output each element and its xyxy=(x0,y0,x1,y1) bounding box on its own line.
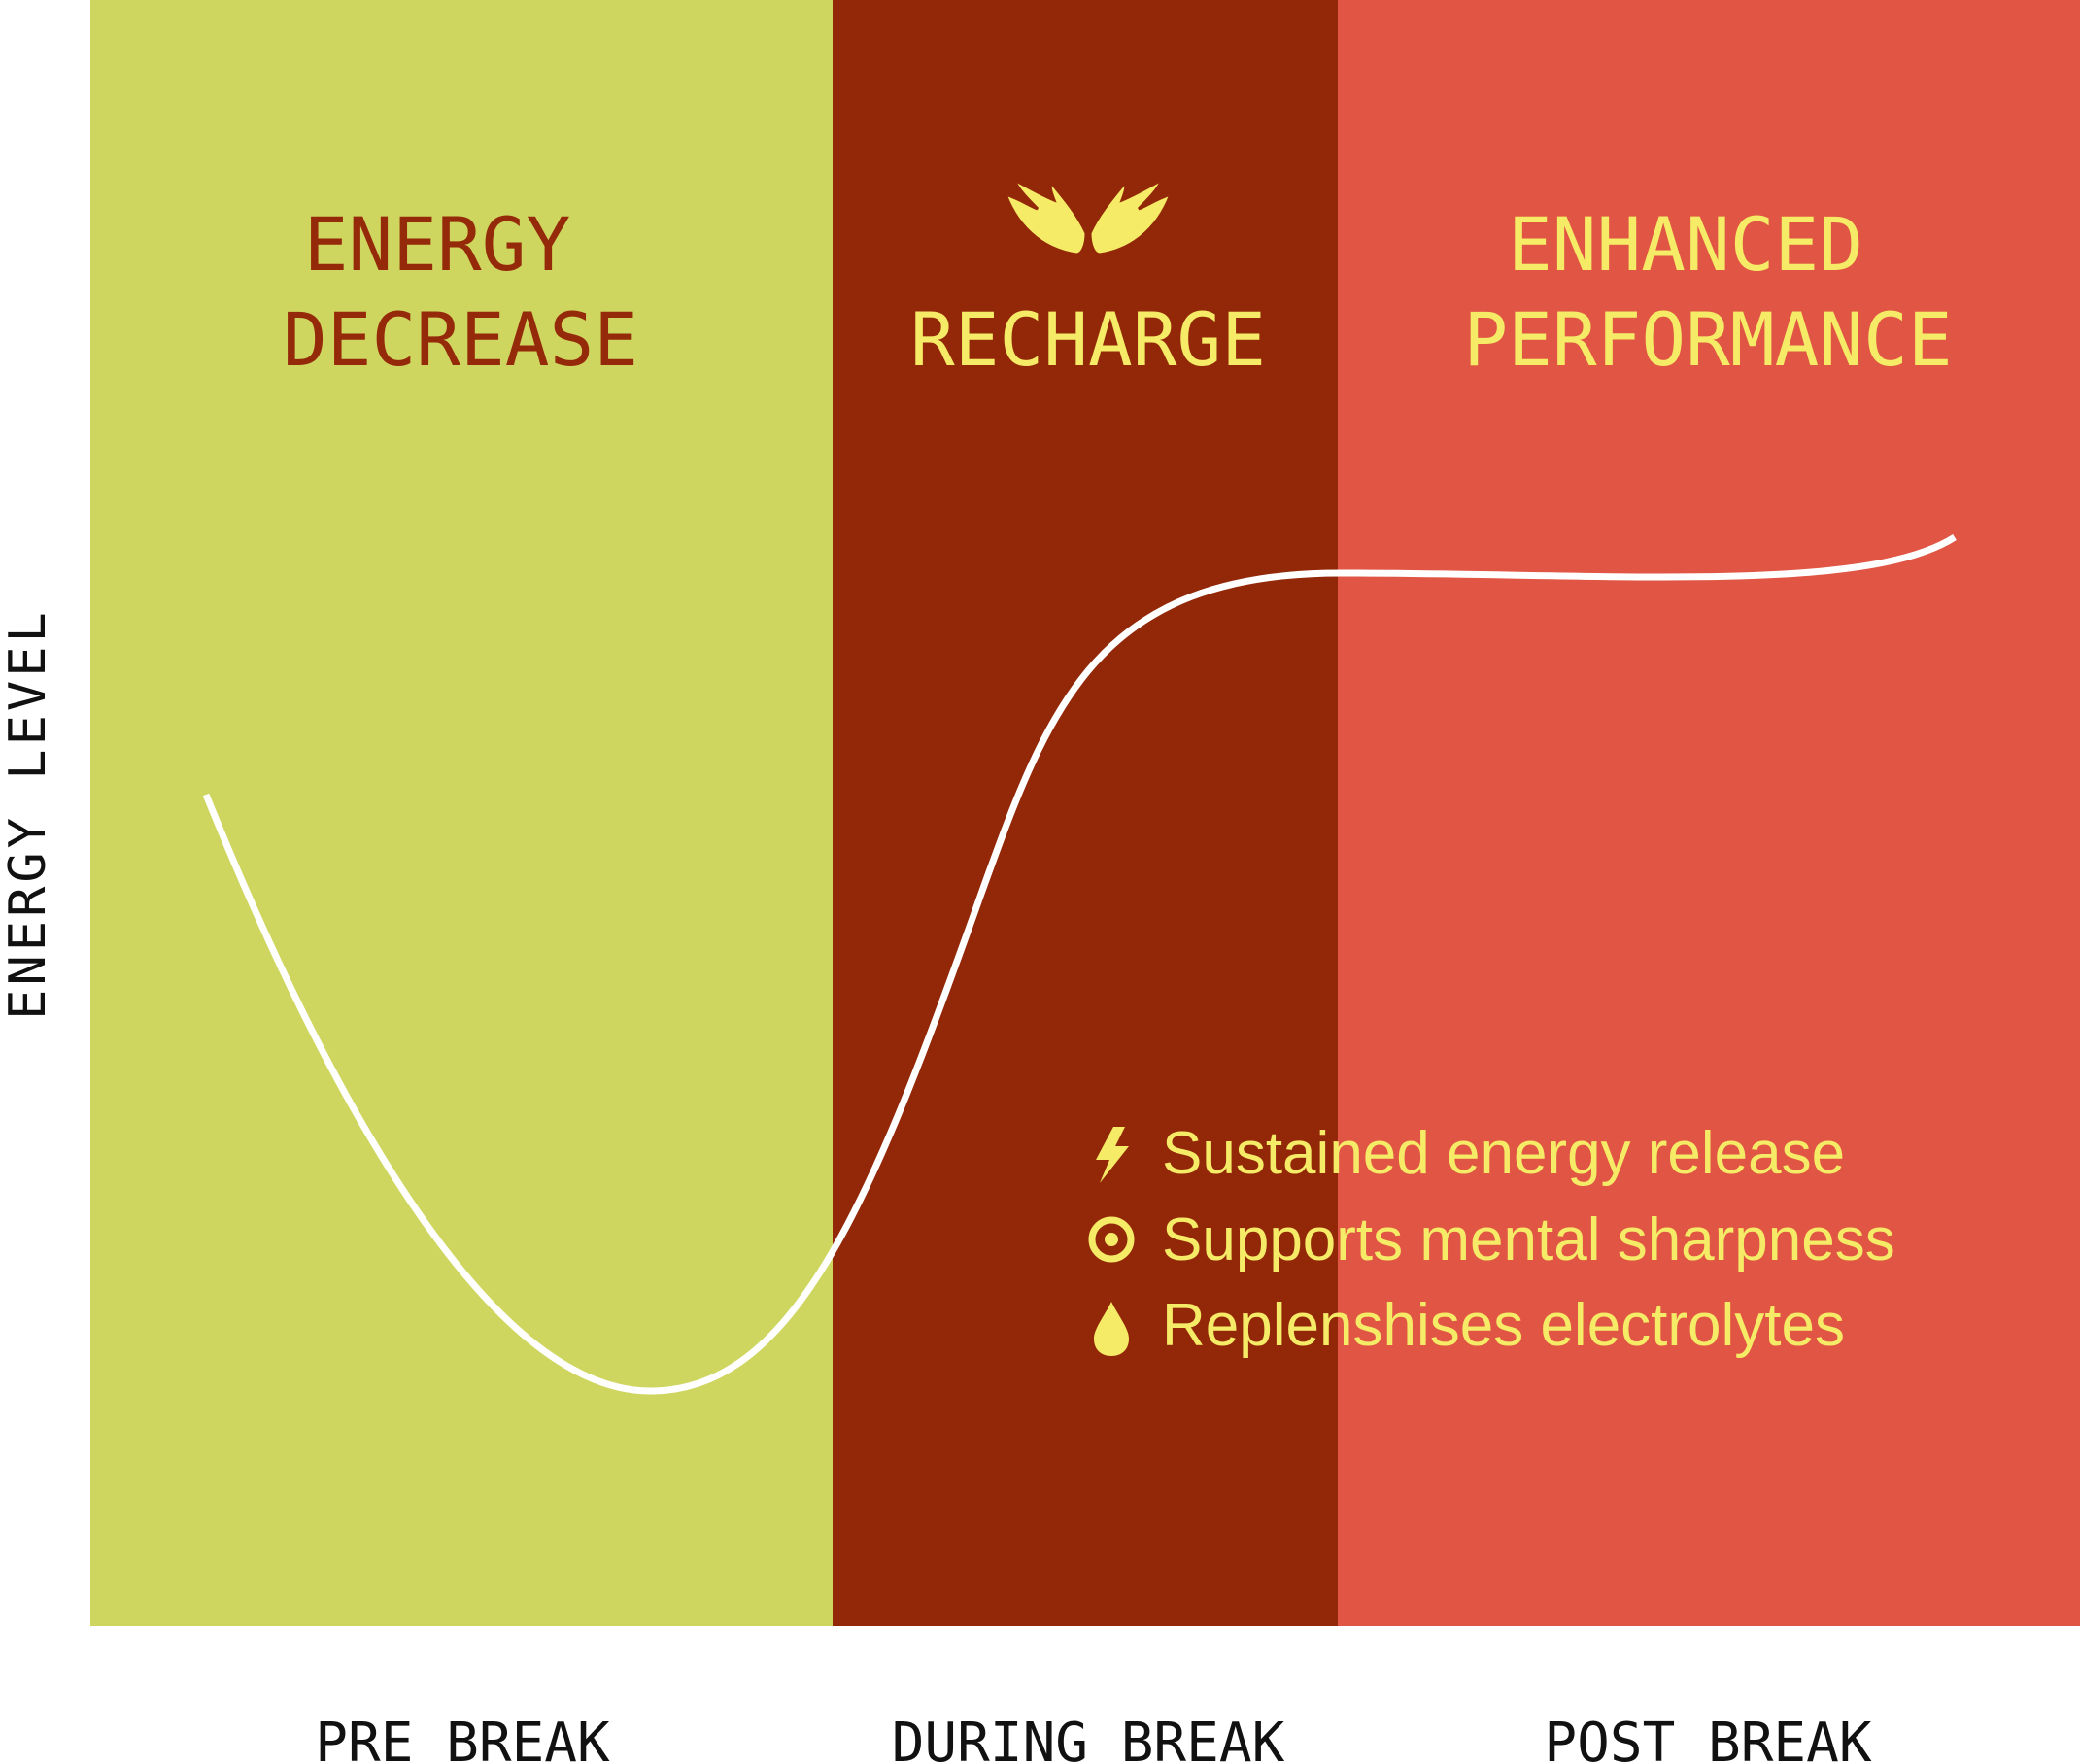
benefit-text: Supports mental sharpness xyxy=(1162,1206,1895,1273)
phase-post-break-panel xyxy=(1338,0,2080,1626)
y-axis-label: ENERGY LEVEL xyxy=(0,608,57,1020)
benefit-item: Sustained energy release xyxy=(1096,1120,1845,1187)
droplet-icon xyxy=(1094,1302,1129,1356)
wings-icon xyxy=(1003,176,1174,256)
phase-title-recharge: RECHARGE xyxy=(910,296,1266,383)
benefit-text: Replenshises electrolytes xyxy=(1162,1292,1845,1359)
phase-title-enhanced-line1: ENHANCED xyxy=(1508,201,1863,288)
target-icon xyxy=(1088,1216,1135,1263)
benefit-list: Sustained energy release Supports mental… xyxy=(1088,1120,1895,1359)
benefit-item: Supports mental sharpness xyxy=(1088,1206,1895,1273)
phase-during-break-panel xyxy=(833,0,1338,1626)
phase-title-energy-line2: DECREASE xyxy=(283,296,638,383)
energy-curve xyxy=(202,534,1957,1395)
x-label-post-break: POST BREAK xyxy=(1544,1712,1871,1764)
x-label-pre-break: PRE BREAK xyxy=(315,1712,610,1764)
lightning-icon xyxy=(1096,1127,1129,1183)
x-label-during-break: DURING BREAK xyxy=(892,1712,1285,1764)
benefit-text: Sustained energy release xyxy=(1162,1120,1845,1187)
phase-title-energy-line1: ENERGY xyxy=(304,201,571,288)
benefit-item: Replenshises electrolytes xyxy=(1094,1292,1845,1359)
phase-title-enhanced-line2: PERFORMANCE xyxy=(1463,296,1952,383)
